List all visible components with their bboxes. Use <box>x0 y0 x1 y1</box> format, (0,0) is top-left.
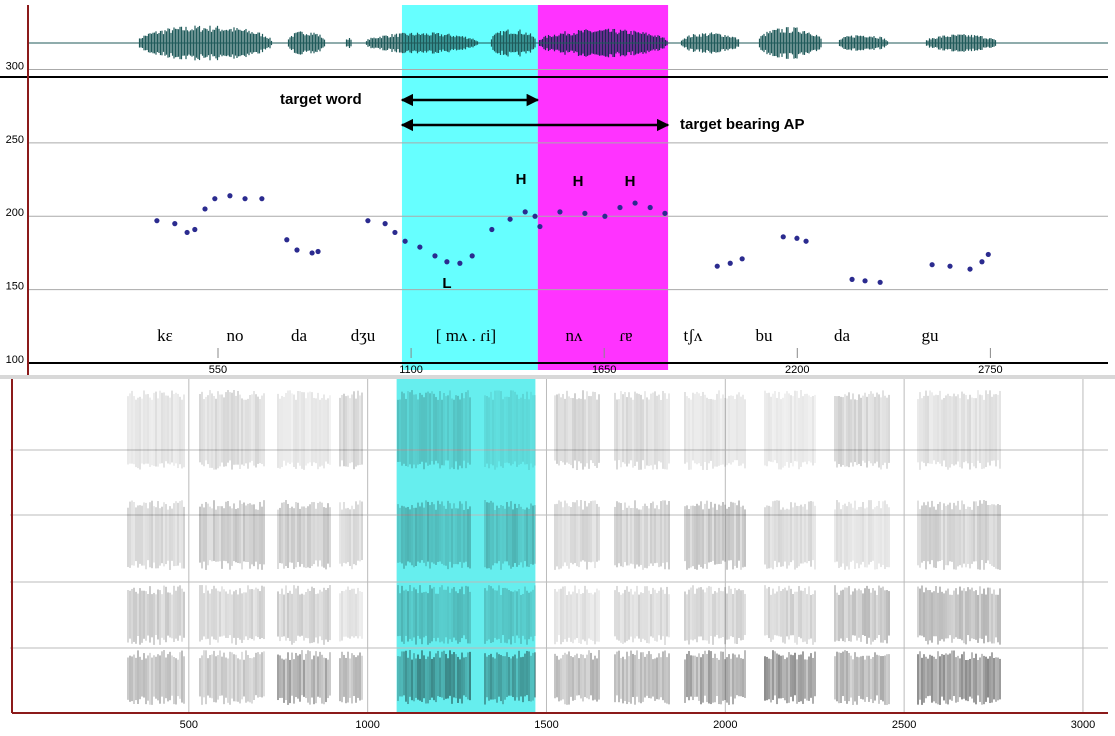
pitch-point <box>259 196 264 201</box>
pitch-point <box>383 221 388 226</box>
pitch-point <box>227 193 232 198</box>
y-tick-label: 300 <box>6 60 24 72</box>
pitch-point <box>242 196 247 201</box>
pitch-point <box>632 200 637 205</box>
pitch-point <box>648 205 653 210</box>
pitch-point <box>212 196 217 201</box>
tone-label: H <box>625 173 636 190</box>
syllable-label: tʃʌ <box>684 326 703 345</box>
speech-analysis: 100 150 200 250 300 550 1100 1650 2200 2750 target… <box>0 0 1115 736</box>
syllable-label: da <box>834 326 851 345</box>
pitch-point <box>849 277 854 282</box>
tone-label: H <box>573 173 584 190</box>
pitch-point <box>662 211 667 216</box>
syllable-label: kɛ <box>157 326 173 345</box>
annotation: target word <box>280 91 362 108</box>
syllable-label: gu <box>922 326 940 345</box>
pitch-point <box>403 239 408 244</box>
syllable-label: dʒu <box>351 326 376 345</box>
pitch-point <box>294 247 299 252</box>
annotation: target bearing AP <box>680 116 804 133</box>
pitch-point <box>878 280 883 285</box>
pitch-point <box>365 218 370 223</box>
syllable-label: [ mʌ . ɾi] <box>436 326 496 345</box>
x-tick-label: 1000 <box>355 719 379 731</box>
x-tick-label: 500 <box>180 719 198 731</box>
pitch-point <box>315 249 320 254</box>
pitch-point <box>523 209 528 214</box>
pitch-point <box>794 236 799 241</box>
y-tick-label: 200 <box>6 207 24 219</box>
pitch-point <box>557 209 562 214</box>
pitch-point <box>803 239 808 244</box>
pitch-point <box>930 262 935 267</box>
x-tick-label: 1100 <box>399 364 423 376</box>
pitch-point <box>432 253 437 258</box>
pitch-point <box>967 266 972 271</box>
x-tick-label: 2500 <box>892 719 916 731</box>
y-tick-label: 150 <box>6 281 24 293</box>
syllable-label: no <box>227 326 244 345</box>
highlight-region <box>538 5 668 370</box>
y-tick-label: 100 <box>6 354 24 366</box>
pitch-point <box>172 221 177 226</box>
syllable-label: ɾɐ <box>619 326 632 345</box>
pitch-point <box>184 230 189 235</box>
x-tick-label: 2200 <box>785 364 809 376</box>
pitch-point <box>457 261 462 266</box>
syllable-label: bu <box>756 326 774 345</box>
pitch-point <box>284 237 289 242</box>
pitch-point <box>489 227 494 232</box>
pitch-point <box>728 261 733 266</box>
pitch-point <box>202 206 207 211</box>
pitch-point <box>602 214 607 219</box>
panel-divider <box>0 375 1115 379</box>
pitch-point <box>532 214 537 219</box>
pitch-point <box>154 218 159 223</box>
pitch-point <box>309 250 314 255</box>
y-tick-label: 250 <box>6 134 24 146</box>
pitch-point <box>715 264 720 269</box>
x-tick-label: 1500 <box>534 719 558 731</box>
pitch-point <box>781 234 786 239</box>
pitch-point <box>392 230 397 235</box>
x-tick-label: 2750 <box>978 364 1002 376</box>
pitch-point <box>740 256 745 261</box>
pitch-point <box>582 211 587 216</box>
pitch-point <box>617 205 622 210</box>
pitch-point <box>507 217 512 222</box>
tone-label: L <box>442 275 451 292</box>
x-tick-label: 550 <box>209 364 227 376</box>
pitch-point <box>192 227 197 232</box>
tone-label: H <box>516 171 527 188</box>
pitch-point <box>444 259 449 264</box>
syllable-label: da <box>291 326 308 345</box>
pitch-point <box>470 253 475 258</box>
x-tick-label: 1650 <box>592 364 616 376</box>
pitch-point <box>862 278 867 283</box>
x-tick-label: 2000 <box>713 719 737 731</box>
pitch-point <box>417 244 422 249</box>
pitch-point <box>986 252 991 257</box>
x-tick-label: 3000 <box>1071 719 1095 731</box>
syllable-label: nʌ <box>566 326 584 345</box>
pitch-point <box>947 264 952 269</box>
pitch-point <box>537 224 542 229</box>
pitch-point <box>979 259 984 264</box>
